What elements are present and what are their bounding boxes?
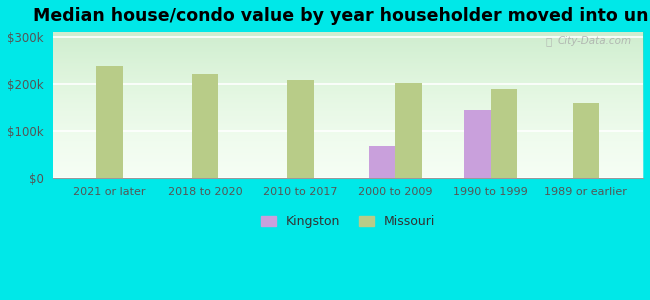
Bar (464, 110, 491, 178)
Bar (491, 89, 517, 178)
Text: City-Data.com: City-Data.com (557, 36, 631, 46)
Bar (287, 80, 313, 178)
Title: Median house/condo value by year householder moved into unit: Median house/condo value by year househo… (33, 7, 650, 25)
Bar (96, 66, 123, 178)
Text: ⓘ: ⓘ (545, 36, 552, 46)
Bar (395, 83, 422, 178)
Legend: Kingston, Missouri: Kingston, Missouri (255, 211, 440, 233)
Bar (192, 74, 218, 178)
Bar (573, 103, 599, 178)
Bar (369, 146, 395, 178)
